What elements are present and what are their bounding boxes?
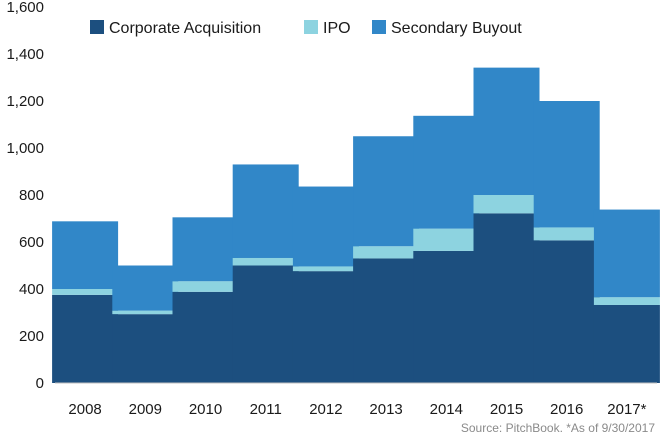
bar-segment [593, 209, 660, 298]
bar-segment [292, 271, 359, 383]
y-tick-label: 200 [19, 328, 44, 345]
bar-segment [292, 266, 359, 272]
bar-stacks [52, 67, 660, 383]
bar-segment [112, 265, 179, 311]
bar-segment [413, 228, 480, 251]
bar-segment [473, 67, 540, 195]
y-tick-label: 1,600 [6, 0, 44, 16]
bar-segment [232, 257, 299, 266]
bar-segment [52, 221, 119, 289]
x-tick-label: 2008 [68, 401, 101, 418]
y-tick-label: 800 [19, 187, 44, 204]
source-note: Source: PitchBook. *As of 9/30/2017 [460, 421, 655, 435]
bar-segment [232, 265, 299, 383]
x-tick-label: 2012 [309, 401, 342, 418]
bar-segment [292, 186, 359, 267]
legend-label: Secondary Buyout [391, 20, 522, 37]
x-tick-label: 2013 [369, 401, 402, 418]
bar-segment [593, 297, 660, 305]
bar-segment [112, 314, 179, 383]
x-tick-label: 2014 [430, 401, 463, 418]
bar-segment [112, 310, 179, 315]
y-tick-label: 1,000 [6, 140, 44, 157]
y-tick-label: 0 [36, 375, 44, 392]
bar-segment [473, 195, 540, 214]
bar-segment [172, 281, 239, 292]
bar-segment [172, 217, 239, 282]
y-tick-label: 600 [19, 234, 44, 251]
bar-segment [52, 289, 119, 295]
x-tick-label: 2015 [490, 401, 523, 418]
x-tick-label: 2016 [550, 401, 583, 418]
y-axis-tick-labels: 0 200 400 600 800 1,000 1,200 1,400 1,600 [6, 0, 44, 392]
bar-segment [353, 136, 420, 247]
y-tick-label: 400 [19, 281, 44, 298]
bar-segment [473, 213, 540, 383]
legend-label: Corporate Acquisition [109, 20, 261, 37]
bar-segment [413, 115, 480, 229]
bar-segment [533, 227, 600, 241]
y-tick-label: 1,200 [6, 93, 44, 110]
bar-segment [232, 164, 299, 258]
x-axis-tick-labels: 2008 2009 2010 2011 2012 2013 2014 2015 2016 2017… [68, 401, 646, 418]
x-tick-label: 2009 [129, 401, 162, 418]
x-tick-label: 2010 [189, 401, 222, 418]
bar-segment [413, 250, 480, 383]
bar-segment [52, 294, 119, 383]
legend: Corporate Acquisition IPO Secondary Buyout [90, 20, 522, 37]
bar-segment [593, 304, 660, 383]
legend-swatch [372, 20, 386, 34]
x-tick-label: 2011 [250, 401, 282, 418]
bar-segment [533, 101, 600, 228]
bar-segment [353, 246, 420, 259]
bar-segment [172, 291, 239, 383]
y-tick-label: 1,400 [6, 46, 44, 63]
bar-segment [353, 258, 420, 383]
x-tick-label: 2017* [607, 401, 646, 418]
legend-label: IPO [323, 20, 351, 37]
bar-segment [533, 240, 600, 383]
legend-swatch [304, 20, 318, 34]
legend-swatch [90, 20, 104, 34]
